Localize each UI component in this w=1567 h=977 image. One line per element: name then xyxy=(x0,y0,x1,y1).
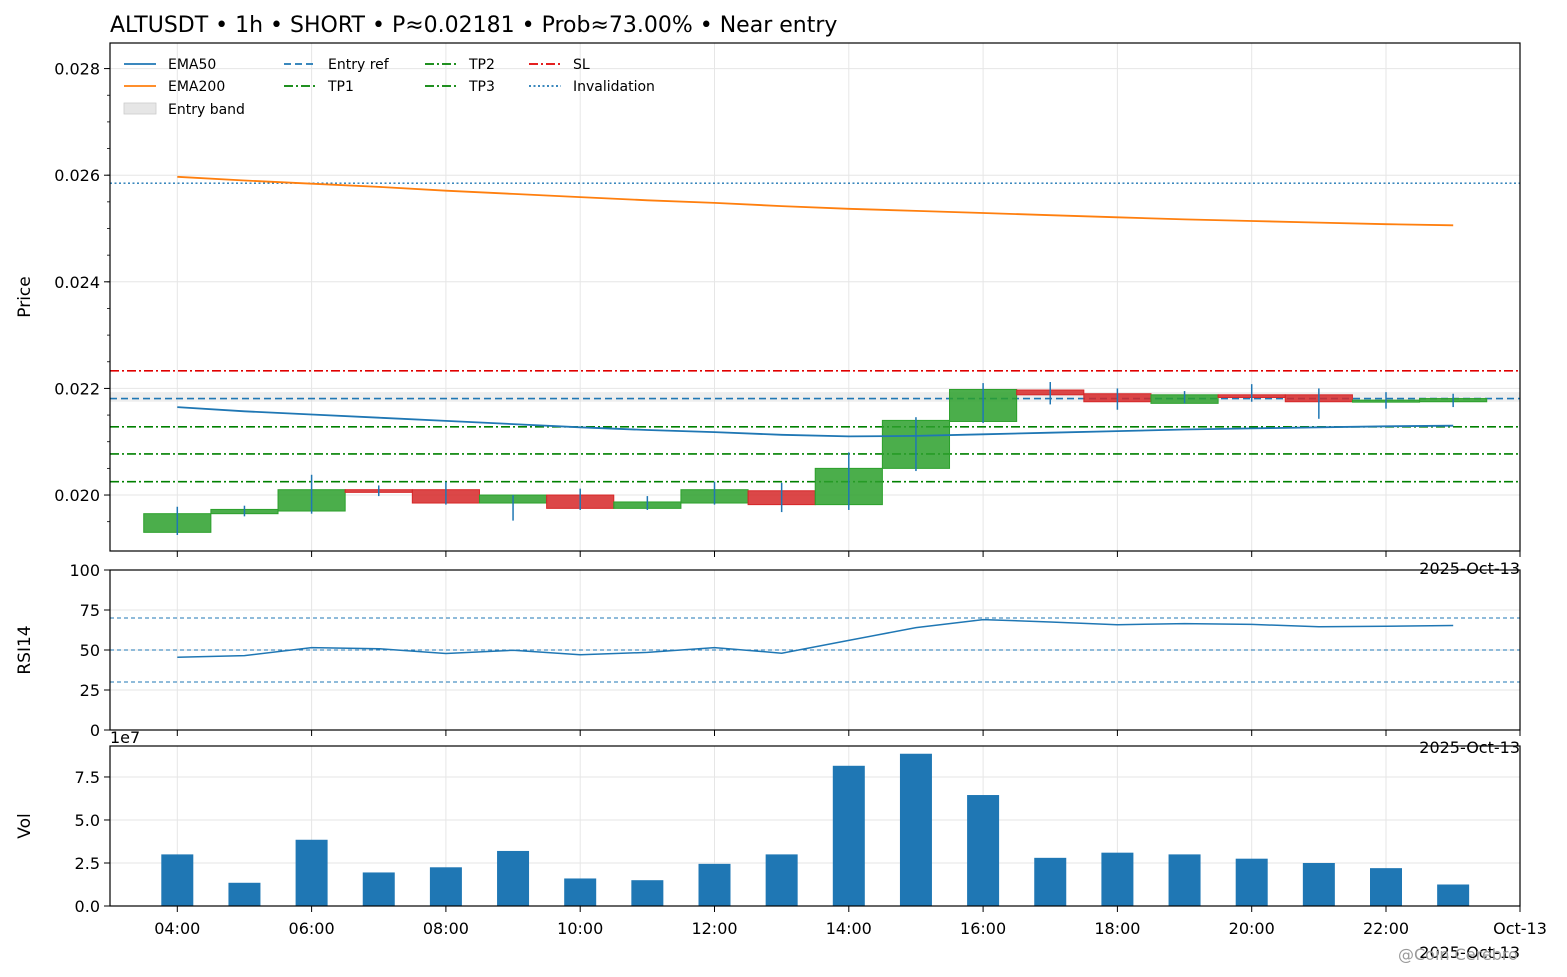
rsi-ytick-label: 25 xyxy=(80,681,100,700)
volume-bar xyxy=(497,850,530,906)
x-tick-label: 20:00 xyxy=(1229,919,1275,938)
legend-label: Entry band xyxy=(168,102,245,118)
legend-label: EMA50 xyxy=(168,57,216,73)
volume-bar xyxy=(1034,857,1067,906)
price-ytick-label: 0.022 xyxy=(54,379,100,398)
entry-band xyxy=(110,392,1520,402)
chart-title: ALTUSDT • 1h • SHORT • P≈0.02181 • Prob≈… xyxy=(110,13,837,38)
volume-bar xyxy=(1168,854,1201,906)
x-tick-label: Oct-13 xyxy=(1493,919,1547,938)
legend-label: EMA200 xyxy=(168,79,225,95)
price-axis-label: Price xyxy=(15,276,35,317)
rsi-line xyxy=(177,618,1454,658)
legend-label: Entry ref xyxy=(328,57,390,73)
x-tick-label: 22:00 xyxy=(1363,919,1409,938)
watermark: @Coin Cerebro xyxy=(1398,945,1518,964)
vol-axis-label: Vol xyxy=(15,813,35,838)
volume-bar xyxy=(698,863,731,906)
volume-bar xyxy=(1235,858,1268,906)
price-frame xyxy=(109,42,1521,552)
rsi-axis-label: RSI14 xyxy=(15,625,35,674)
x-tick-label: 14:00 xyxy=(826,919,872,938)
volume-bar xyxy=(429,867,462,906)
legend-label: TP2 xyxy=(468,57,495,73)
price-ytick-label: 0.024 xyxy=(54,273,100,292)
price-ytick-label: 0.026 xyxy=(54,166,100,185)
rsi-frame xyxy=(109,569,1521,731)
price-ytick-label: 0.028 xyxy=(54,60,100,79)
x-tick-label: 12:00 xyxy=(691,919,737,938)
rsi-ytick-label: 100 xyxy=(69,561,100,580)
legend-label: SL xyxy=(573,57,590,73)
vol-ytick-label: 5.0 xyxy=(75,811,100,830)
legend-label: TP3 xyxy=(468,79,495,95)
volume-panel: 0.0 2.5 5.0 7.5 Vol 1e7 xyxy=(15,728,1521,916)
legend-swatch xyxy=(123,102,157,115)
rsi-ytick-label: 75 xyxy=(80,601,100,620)
x-tick-label: 18:00 xyxy=(1094,919,1140,938)
vol-frame xyxy=(109,745,1521,907)
rsi-ytick-label: 0 xyxy=(90,721,100,740)
ema50-line xyxy=(177,406,1454,438)
volume-bar xyxy=(832,765,865,906)
legend-label: TP1 xyxy=(327,79,354,95)
x-tick-label: 10:00 xyxy=(557,919,603,938)
x-tick-label: 04:00 xyxy=(154,919,200,938)
volume-bar xyxy=(1101,852,1134,906)
x-corner-date: 2025-Oct-13 xyxy=(1419,943,1520,962)
legend-label: Invalidation xyxy=(573,79,655,95)
volume-bar xyxy=(295,839,328,906)
volume-bar xyxy=(765,854,798,906)
vol-ytick-label: 7.5 xyxy=(75,768,100,787)
volume-bar xyxy=(1302,862,1335,906)
x-tick-label: 08:00 xyxy=(423,919,469,938)
volume-bar xyxy=(1437,884,1470,906)
rsi-panel: 0 25 50 75 100 RSI14 2025-Oct-13 xyxy=(15,561,1521,757)
vol-scale-label: 1e7 xyxy=(110,728,140,747)
x-axis: 04:00 06:00 08:00 10:00 12:00 14:00 16:00 18:00… xyxy=(154,919,1547,962)
volume-bar xyxy=(899,753,932,906)
x-tick-label: 16:00 xyxy=(960,919,1006,938)
volume-bar xyxy=(228,882,261,906)
volume-bar xyxy=(362,872,395,906)
volume-bar xyxy=(161,854,194,906)
volume-bar xyxy=(631,880,664,906)
volume-bar xyxy=(564,878,597,906)
vol-ytick-label: 2.5 xyxy=(75,854,100,873)
volume-bar xyxy=(967,795,1000,906)
rsi-ytick-label: 50 xyxy=(80,641,100,660)
x-tick-label: 06:00 xyxy=(289,919,335,938)
volume-bar xyxy=(1370,868,1402,906)
rsi-corner-date: 2025-Oct-13 xyxy=(1419,738,1520,757)
vol-ytick-label: 0.0 xyxy=(75,897,100,916)
price-panel: 0.020 0.022 0.024 0.026 0.028 Price 2025-Oct-1… xyxy=(15,42,1521,578)
price-ytick-label: 0.020 xyxy=(54,486,100,505)
ema200-line xyxy=(177,175,1454,227)
price-corner-date: 2025-Oct-13 xyxy=(1419,559,1520,578)
